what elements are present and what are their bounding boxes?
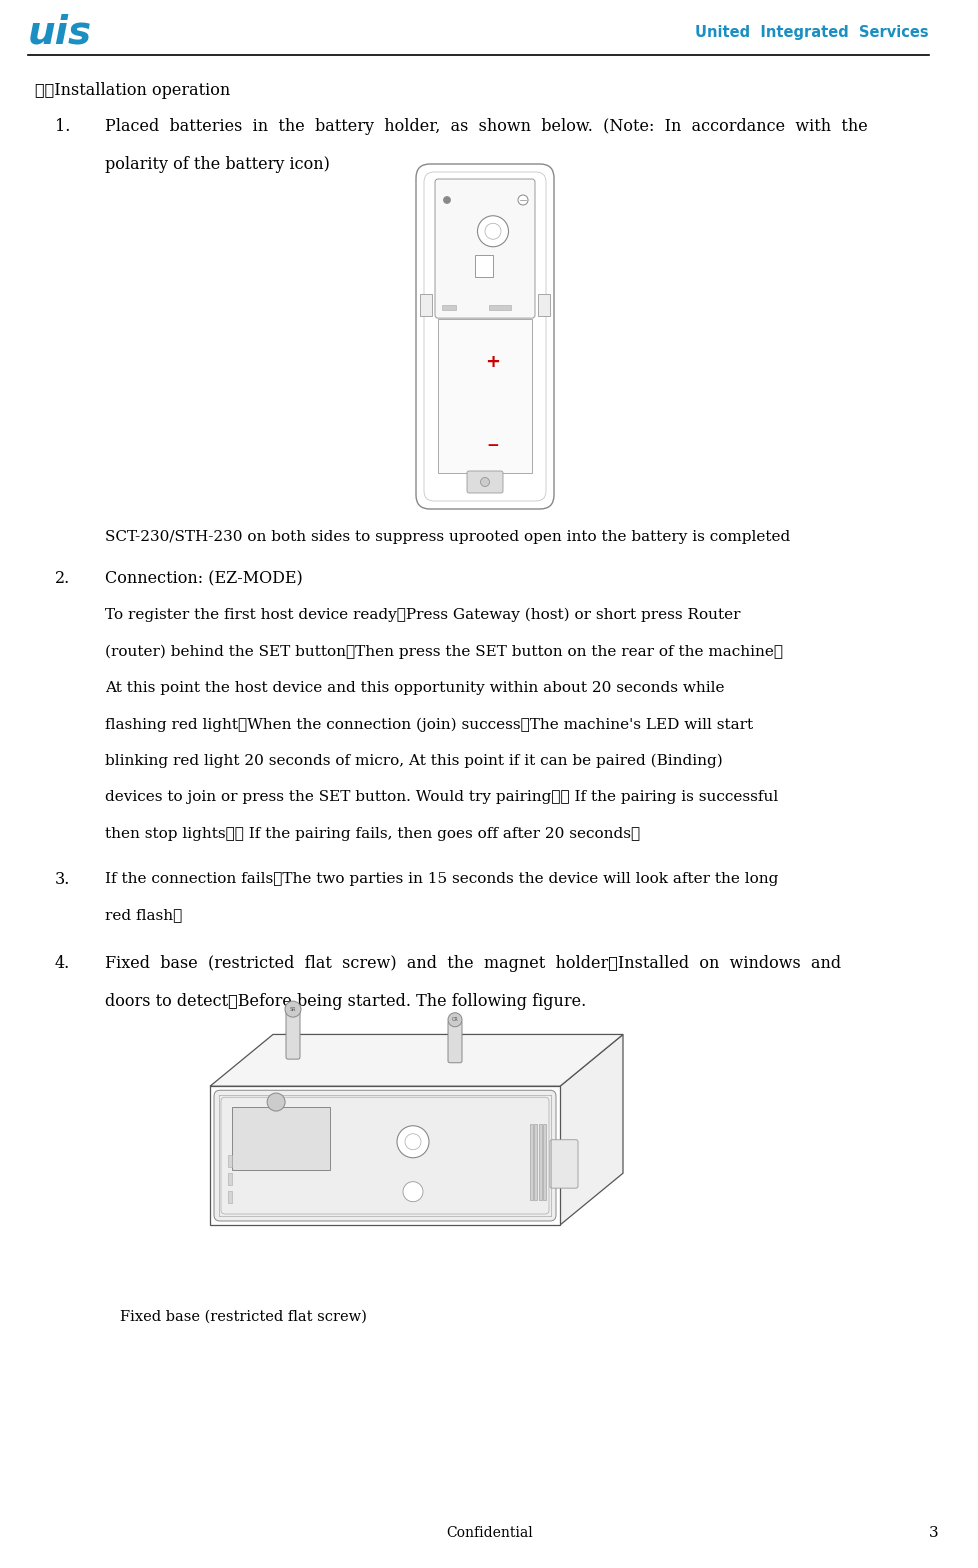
Bar bbox=[228, 1173, 232, 1185]
Text: −: − bbox=[486, 437, 499, 453]
Circle shape bbox=[405, 1134, 421, 1149]
Text: 3: 3 bbox=[928, 1526, 938, 1540]
Text: United  Integrated  Services: United Integrated Services bbox=[694, 25, 928, 39]
Circle shape bbox=[484, 223, 501, 240]
Text: uis: uis bbox=[28, 13, 92, 52]
Polygon shape bbox=[210, 1087, 559, 1225]
Text: If the connection fails，The two parties in 15 seconds the device will look after: If the connection fails，The two parties … bbox=[105, 872, 778, 886]
Text: To register the first host device ready－Press Gateway (host) or short press Rout: To register the first host device ready－… bbox=[105, 608, 739, 622]
Bar bbox=[539, 1124, 542, 1200]
Text: 1.: 1. bbox=[55, 118, 70, 135]
Circle shape bbox=[285, 1000, 300, 1018]
FancyBboxPatch shape bbox=[448, 1021, 462, 1063]
Bar bbox=[232, 1107, 330, 1170]
FancyBboxPatch shape bbox=[467, 470, 503, 492]
Text: blinking red light 20 seconds of micro, At this point if it can be paired (Bindi: blinking red light 20 seconds of micro, … bbox=[105, 754, 722, 768]
Text: 2.: 2. bbox=[55, 571, 70, 586]
FancyBboxPatch shape bbox=[434, 179, 534, 318]
Text: red flash。: red flash。 bbox=[105, 908, 182, 922]
Circle shape bbox=[443, 196, 450, 204]
Bar bbox=[420, 295, 431, 317]
Polygon shape bbox=[210, 1035, 622, 1087]
Text: doors to detect，Before being started. The following figure.: doors to detect，Before being started. Th… bbox=[105, 993, 586, 1010]
FancyBboxPatch shape bbox=[416, 165, 554, 510]
Bar bbox=[538, 295, 550, 317]
Bar bbox=[534, 1124, 537, 1200]
Circle shape bbox=[403, 1182, 422, 1201]
Text: 4.: 4. bbox=[55, 955, 70, 972]
Circle shape bbox=[397, 1126, 428, 1157]
Text: +: + bbox=[485, 353, 500, 372]
Text: 3.: 3. bbox=[55, 872, 70, 889]
Bar bbox=[529, 1124, 532, 1200]
Bar bbox=[543, 1124, 546, 1200]
FancyBboxPatch shape bbox=[550, 1140, 577, 1189]
Text: devices to join or press the SET button. Would try pairing，　 If the pairing is s: devices to join or press the SET button.… bbox=[105, 790, 778, 804]
Text: At this point the host device and this opportunity within about 20 seconds while: At this point the host device and this o… bbox=[105, 681, 724, 695]
Text: Confidential: Confidential bbox=[446, 1526, 532, 1540]
Text: SCT-230/STH-230 on both sides to suppress uprooted open into the battery is comp: SCT-230/STH-230 on both sides to suppres… bbox=[105, 530, 789, 544]
FancyBboxPatch shape bbox=[214, 1090, 556, 1221]
Bar bbox=[228, 1192, 232, 1203]
Bar bbox=[441, 304, 456, 310]
Text: SR: SR bbox=[289, 1007, 296, 1011]
Bar bbox=[228, 1156, 232, 1167]
Text: 三、Installation operation: 三、Installation operation bbox=[35, 82, 230, 99]
Text: Connection: (EZ-MODE): Connection: (EZ-MODE) bbox=[105, 571, 302, 586]
Bar bbox=[488, 304, 511, 310]
Polygon shape bbox=[559, 1035, 622, 1225]
Circle shape bbox=[480, 478, 489, 486]
Text: flashing red light；When the connection (join) success，The machine's LED will sta: flashing red light；When the connection (… bbox=[105, 718, 752, 732]
Bar bbox=[474, 256, 493, 278]
Text: (router) behind the SET button，Then press the SET button on the rear of the mach: (router) behind the SET button，Then pres… bbox=[105, 644, 782, 659]
Circle shape bbox=[267, 1093, 285, 1112]
Text: Placed  batteries  in  the  battery  holder,  as  shown  below.  (Note:  In  acc: Placed batteries in the battery holder, … bbox=[105, 118, 867, 135]
Circle shape bbox=[448, 1013, 462, 1027]
Circle shape bbox=[477, 216, 508, 246]
Circle shape bbox=[517, 194, 527, 205]
Text: Fixed  base  (restricted  flat  screw)  and  the  magnet  holder，Installed  on  : Fixed base (restricted flat screw) and t… bbox=[105, 955, 840, 972]
FancyBboxPatch shape bbox=[286, 1010, 299, 1058]
Text: Fixed base (restricted flat screw): Fixed base (restricted flat screw) bbox=[120, 1309, 367, 1323]
Bar bbox=[437, 320, 531, 474]
Text: polarity of the battery icon): polarity of the battery icon) bbox=[105, 155, 330, 172]
Text: CR: CR bbox=[451, 1018, 458, 1022]
Text: then stop lights，　 If the pairing fails, then goes off after 20 seconds。: then stop lights， If the pairing fails, … bbox=[105, 826, 640, 840]
